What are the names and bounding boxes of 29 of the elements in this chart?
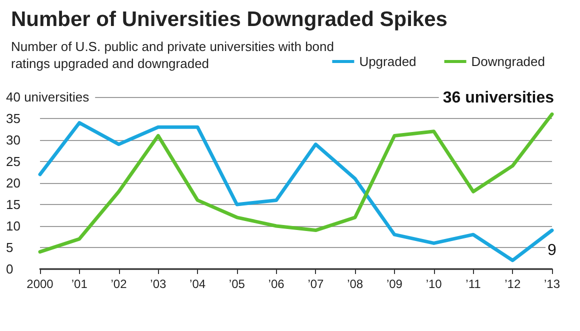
x-tick-label: ’08: [347, 277, 364, 291]
x-tick-label: ’12: [504, 277, 521, 291]
x-tick-label: 2000: [26, 277, 54, 291]
x-tick-label: ’11: [466, 277, 482, 291]
y-tick-label: 35: [6, 111, 20, 126]
x-tick-label: ’10: [426, 277, 442, 291]
legend-label: Upgraded: [359, 54, 416, 69]
x-tick-label: ’02: [110, 277, 128, 291]
x-tick-label: ’06: [268, 277, 285, 291]
y-tick-label: 15: [6, 197, 20, 212]
y-tick-label: 30: [6, 132, 20, 148]
y-tick-label: 0: [6, 262, 14, 276]
y-tick-label: 5: [6, 240, 14, 255]
x-tick-label: ’09: [386, 277, 403, 291]
x-tick-label: ’03: [150, 277, 166, 291]
annotation: 9: [548, 242, 557, 259]
legend-label: Downgraded: [471, 54, 546, 69]
x-tick-label: ’05: [228, 277, 246, 291]
x-tick-label: ’01: [71, 277, 88, 291]
x-tick-label: ’07: [308, 277, 324, 291]
chart-title: Number of Universities Downgraded Spikes: [11, 8, 448, 31]
y-tick-label: 40 universities: [6, 90, 90, 104]
y-tick-label: 20: [6, 176, 20, 190]
annotation: 36 universities: [442, 90, 554, 107]
y-tick-label: 10: [6, 218, 20, 234]
x-tick-label: ’13: [544, 277, 560, 291]
chart-subtitle: Number of U.S. public and private universities with bond ratings upgraded and downgraded: [11, 39, 338, 71]
x-tick-label: ’04: [190, 277, 206, 291]
y-tick-label: 25: [6, 154, 20, 169]
